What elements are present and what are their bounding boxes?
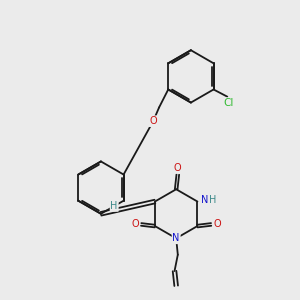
Text: O: O (213, 219, 221, 230)
Text: N: N (172, 233, 180, 243)
Text: H: H (110, 201, 118, 211)
Text: O: O (174, 163, 182, 173)
Text: H: H (209, 195, 217, 205)
Text: N: N (201, 195, 208, 205)
Text: O: O (149, 116, 157, 126)
Text: Cl: Cl (224, 98, 234, 108)
Text: O: O (131, 219, 139, 230)
